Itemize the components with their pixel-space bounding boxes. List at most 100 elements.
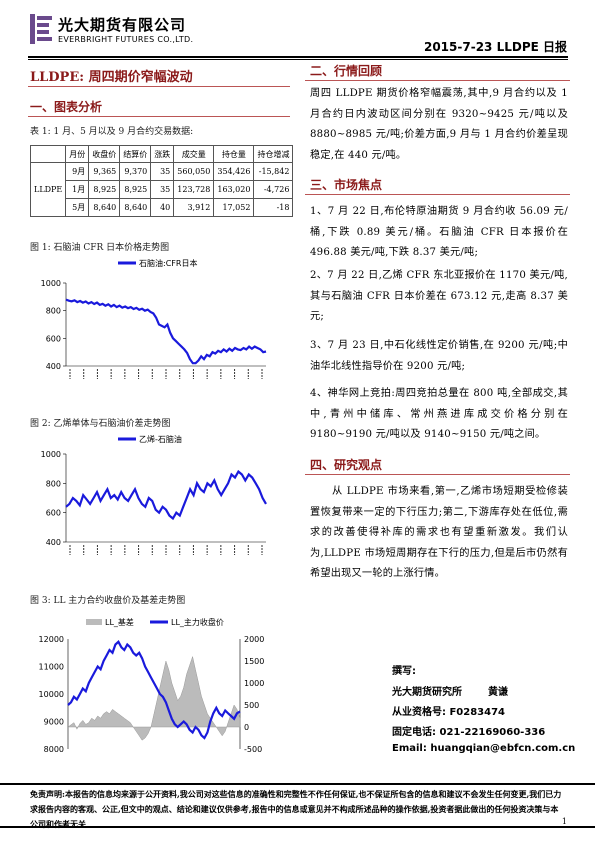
contract-data-table: 月份 收盘价 结算价 涨跌 成交量 持仓量 持仓增减 LLDPE 9月 9,36…: [29, 145, 294, 217]
table-row: LLDPE 9月 9,365 9,370 35 560,050 354,426 …: [29, 162, 294, 217]
table-cell: 3,912: [173, 198, 215, 217]
page-number: 1: [561, 817, 567, 826]
basis-area: [67, 655, 241, 741]
org-name: 光大期货研究所: [392, 687, 462, 698]
y-tick-label: 600: [46, 509, 61, 518]
y-tick-label: 1000: [41, 450, 61, 459]
y-tick-label: 1000: [41, 279, 61, 288]
table-cell: 17,052: [213, 198, 255, 217]
table-cell: 40: [150, 198, 175, 217]
table-cell: 560,050: [173, 162, 215, 181]
table-header-cell: 收盘价: [88, 145, 121, 163]
product-cell: LLDPE: [29, 162, 67, 217]
y-tick-label: 800: [46, 479, 61, 488]
company-name-cn: 光大期货有限公司: [58, 16, 187, 34]
figure2-caption: 图 2: 乙烯单体与石脑油价差走势图: [30, 419, 171, 429]
y-tick-label: 400: [46, 362, 61, 371]
table-header-cell: 持仓量: [213, 145, 255, 163]
author-name: 黄谦: [488, 687, 508, 698]
table-row: 5月 8,640 8,640 40 3,912 17,052 -18: [31, 198, 294, 217]
table-cell: 9月: [65, 162, 90, 181]
company-logo-icon: [30, 14, 52, 44]
right-tick-label: 0: [244, 723, 249, 732]
author-org: 光大期货研究所 黄谦: [392, 683, 508, 698]
header-rule-thin: [28, 59, 568, 60]
author-label: 撰写:: [392, 666, 416, 677]
table-cell: 1月: [65, 180, 90, 199]
email-address[interactable]: Email: huangqian@ebfcn.com.cn: [392, 743, 576, 754]
section-heading-focus: 三、市场焦点: [310, 178, 383, 192]
table-cell: 35: [150, 162, 175, 181]
table-cell: 163,020: [213, 180, 255, 199]
legend-label: 乙烯-石脑油: [139, 434, 182, 444]
table-header-cell: 结算价: [119, 145, 152, 163]
table-header-cell: 成交量: [173, 145, 215, 163]
left-tick-label: 8000: [44, 745, 64, 754]
series-line: [65, 469, 267, 521]
table-header-cell: 持仓增减: [253, 145, 294, 163]
disclaimer: 免责声明:本报告的信息均来源于公开资料,我公司对这些信息的准确性和完整性不作任何…: [0, 783, 595, 829]
close-price-line: [67, 640, 241, 740]
right-tick-label: -500: [244, 745, 262, 754]
section-heading-view: 四、研究观点: [310, 458, 383, 472]
focus-item: 2、7 月 22 日,乙烯 CFR 东北亚报价在 1170 美元/吨,其与石脑油…: [310, 270, 568, 322]
table-cell: 35: [150, 180, 175, 199]
section-underline: [28, 116, 290, 117]
table-cell: 9,370: [119, 162, 152, 181]
ll-close-basis-chart: 8000 9000 10000 11000 12000 -500 0 500 1000 1500 2…: [39, 617, 265, 754]
legend-swatch-basis: [86, 619, 102, 625]
left-tick-label: 10000: [39, 690, 64, 699]
series-line: [65, 298, 267, 365]
figure1-caption: 图 1: 石脑油 CFR 日本价格走势图: [30, 243, 170, 253]
table-header-cell: [29, 145, 67, 163]
right-tick-label: 1500: [244, 657, 264, 666]
legend-label: 石脑油:CFR日本: [139, 258, 197, 268]
header-rule: [28, 56, 568, 58]
focus-item: 1、7 月 22 日,布伦特原油期货 9 月合约收 56.09 元/桶,下跌 0…: [310, 206, 568, 258]
report-date: 2015-7-23 LLDPE 日报: [423, 40, 567, 54]
right-tick-label: 500: [244, 701, 259, 710]
table-cell: 354,426: [213, 162, 255, 181]
title-underline: [28, 86, 290, 87]
table-caption: 表 1: 1 月、5 月以及 9 月合约交易数据:: [30, 127, 194, 137]
table-header-cell: 月份: [65, 145, 90, 163]
legend-label-close: LL_主力收盘价: [171, 617, 224, 627]
table-header-row: 月份 收盘价 结算价 涨跌 成交量 持仓量 持仓增减: [29, 145, 294, 163]
license-number: 从业资格号: F0283474: [392, 707, 506, 718]
table-cell: 8,925: [88, 180, 121, 199]
focus-item: 4、神华网上竞拍:周四竞拍总量在 800 吨,全部成交,其中,青州中储库、常州燕…: [310, 388, 568, 440]
left-tick-label: 12000: [39, 635, 64, 644]
table-cell: -18: [253, 198, 294, 217]
section-heading-charts: 一、图表分析: [30, 100, 103, 114]
y-tick-label: 600: [46, 334, 61, 343]
company-name-en: EVERBRIGHT FUTURES CO.,LTD.: [58, 35, 194, 44]
table-cell: 9,365: [88, 162, 121, 181]
focus-item: 3、7 月 23 日,中石化线性定价销售,在 9200 元/吨;中油华北线性指导…: [310, 340, 568, 372]
table-cell: 8,640: [88, 198, 121, 217]
table-cell: -15,842: [253, 162, 294, 181]
section-heading-review: 二、行情回顾: [310, 64, 383, 78]
report-title: LLDPE: 周四期价窄幅波动: [30, 70, 193, 85]
market-review-text: 周四 LLDPE 期货价格窄幅震荡,其中,9 月合约以及 1 月合约日内波动区间…: [310, 88, 568, 161]
table-cell: 8,640: [119, 198, 152, 217]
left-tick-label: 11000: [39, 663, 64, 672]
section-underline: [305, 80, 570, 81]
table-row: 1月 8,925 8,925 35 123,728 163,020 -4,726: [31, 180, 294, 199]
y-tick-label: 800: [46, 307, 61, 316]
naphtha-price-chart: 400 600 800 1000 石脑油:CFR日本: [41, 258, 267, 379]
section-underline: [305, 474, 570, 475]
right-tick-label: 2000: [244, 635, 264, 644]
table-cell: 8,925: [119, 180, 152, 199]
left-tick-label: 9000: [44, 718, 64, 727]
ethylene-naphtha-spread-chart: 400 600 800 1000 乙烯-石脑油: [41, 434, 267, 555]
phone-number: 固定电话: 021-22169060-336: [392, 727, 546, 738]
y-tick-label: 400: [46, 538, 61, 547]
right-tick-label: 1000: [244, 679, 264, 688]
table-cell: 123,728: [173, 180, 215, 199]
figure3-caption: 图 3: LL 主力合约收盘价及基差走势图: [30, 596, 186, 606]
table-header-cell: 涨跌: [150, 145, 175, 163]
section-underline: [305, 194, 570, 195]
research-view-text: 从 LLDPE 市场来看,第一,乙烯市场短期受检修装置恢复带来一定的下行压力;第…: [310, 486, 568, 579]
table-cell: -4,726: [253, 180, 294, 199]
legend-label-basis: LL_基差: [105, 617, 134, 627]
